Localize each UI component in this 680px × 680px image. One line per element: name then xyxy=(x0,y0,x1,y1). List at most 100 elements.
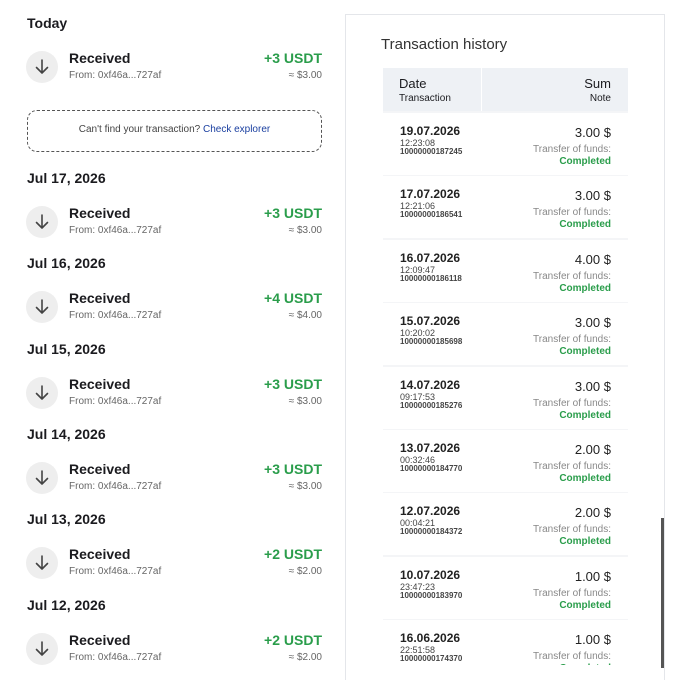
tx-icon xyxy=(26,547,58,580)
header-divider xyxy=(481,68,482,111)
explorer-link[interactable]: Check explorer xyxy=(202,124,271,135)
col-sum: Sum xyxy=(584,76,611,91)
row-note: Transfer of funds: xyxy=(533,144,611,155)
tx-fiat: ≈ $2.00 xyxy=(288,566,322,578)
tx-from: From: 0xf46a...727af xyxy=(69,651,162,663)
tx-title: Received xyxy=(69,205,131,221)
tx-fiat: ≈ $3.00 xyxy=(288,395,322,407)
date-header: Jul 13, 2026 xyxy=(27,511,106,528)
row-time: 00:04:21 xyxy=(400,518,436,529)
date-header: Jul 17, 2026 xyxy=(27,170,106,186)
tx-from: From: 0xf46a...727af xyxy=(69,566,162,578)
row-status: Completed xyxy=(559,346,611,358)
row-date: 19.07.2026 xyxy=(400,124,461,138)
row-sum: 3.00 $ xyxy=(574,188,611,204)
date-header: Jul 12, 2026 xyxy=(27,596,106,613)
tx-amount: +4 USDT xyxy=(264,290,322,307)
tx-title: Received xyxy=(69,546,131,563)
arrow-icon xyxy=(35,555,49,570)
row-id: 10000000184372 xyxy=(400,527,463,537)
tx-from: From: 0xf46a...727af xyxy=(69,480,162,492)
row-status: Completed xyxy=(559,156,611,167)
date-header: Jul 15, 2026 xyxy=(27,340,106,357)
tx-icon xyxy=(26,206,58,238)
tx-amount: +3 USDT xyxy=(264,375,322,392)
date-header: Jul 16, 2026 xyxy=(27,255,106,272)
arrow-icon xyxy=(35,384,49,400)
row-id: 10000000184770 xyxy=(400,464,463,473)
row-date: 14.07.2026 xyxy=(400,377,461,392)
history-row: 16.06.2026 22:51:58 10000000174370 1.00 $ Tr… xyxy=(383,620,628,665)
tx-amount: +2 USDT xyxy=(264,546,322,563)
tx-icon xyxy=(26,291,58,324)
row-status: Completed xyxy=(559,536,611,548)
history-row: 17.07.2026 12:21:06 10000000186541 3.00 $ Tr… xyxy=(383,176,628,239)
history-row: 13.07.2026 00:32:46 10000000184770 2.00 $ Tr… xyxy=(383,430,628,492)
table-header: Date Transaction Sum Note xyxy=(383,68,628,111)
row-id: 10000000187245 xyxy=(400,147,463,156)
row-date: 16.06.2026 xyxy=(400,631,461,646)
date-header: Today xyxy=(27,15,68,31)
row-note: Transfer of funds: xyxy=(533,524,611,536)
row-date: 10.07.2026 xyxy=(400,567,461,582)
arrow-icon xyxy=(35,59,49,74)
history-table: Date Transaction Sum Note 19.07.2026 12:2… xyxy=(383,68,628,665)
col-date: Date xyxy=(399,76,427,91)
tx-from: From: 0xf46a...727af xyxy=(69,395,162,407)
arrow-icon xyxy=(35,214,49,229)
row-status: Completed xyxy=(559,663,611,665)
row-time: 22:51:58 xyxy=(400,645,436,656)
history-row: 19.07.2026 12:23:08 10000000187245 3.00 $ Tr… xyxy=(383,113,628,175)
row-note: Transfer of funds: xyxy=(533,334,611,346)
row-time: 12:21:06 xyxy=(400,201,436,212)
tx-icon xyxy=(26,376,58,409)
tx-title: Received xyxy=(69,631,131,648)
col-sum-sub: Note xyxy=(589,93,611,104)
tx-from: From: 0xf46a...727af xyxy=(69,225,162,236)
row-id: 10000000186118 xyxy=(400,273,462,283)
row-date: 13.07.2026 xyxy=(400,441,461,455)
tx-from: From: 0xf46a...727af xyxy=(69,70,162,81)
row-sum: 1.00 $ xyxy=(574,568,611,584)
tx-amount: +3 USDT xyxy=(264,205,322,221)
tx-amount: +3 USDT xyxy=(264,50,322,66)
row-id: 10000000183970 xyxy=(400,590,463,600)
row-note: Transfer of funds: xyxy=(533,587,611,599)
history-row: 16.07.2026 12:09:47 10000000186118 4.00 $ Tr… xyxy=(383,239,628,302)
row-note: Transfer of funds: xyxy=(533,270,611,282)
explorer-text: Can't find your transaction? xyxy=(78,124,201,135)
row-sum: 2.00 $ xyxy=(574,442,611,457)
row-sum: 4.00 $ xyxy=(574,251,611,267)
tx-amount: +3 USDT xyxy=(264,460,322,477)
tx-title: Received xyxy=(69,50,131,66)
row-time: 12:09:47 xyxy=(400,264,436,275)
tx-icon xyxy=(26,51,58,83)
tx-icon xyxy=(26,461,58,494)
tx-icon xyxy=(26,632,58,665)
tx-title: Received xyxy=(69,375,131,392)
arrow-icon xyxy=(35,470,49,485)
row-status: Completed xyxy=(559,219,611,231)
history-row: 15.07.2026 10:20:02 10000000185698 3.00 $ Tr… xyxy=(383,303,628,366)
row-date: 12.07.2026 xyxy=(400,504,461,519)
row-time: 09:17:53 xyxy=(400,391,436,402)
row-sum: 3.00 $ xyxy=(574,378,611,394)
tx-amount: +2 USDT xyxy=(264,631,322,648)
explorer-box: Can't find your transaction? Check explo… xyxy=(27,110,322,152)
row-date: 17.07.2026 xyxy=(400,187,461,202)
date-header: Jul 14, 2026 xyxy=(27,425,106,442)
row-sum: 3.00 $ xyxy=(574,125,611,140)
scrollbar xyxy=(661,518,664,668)
tx-title: Received xyxy=(69,460,131,477)
row-sum: 2.00 $ xyxy=(574,505,611,521)
row-id: 10000000186541 xyxy=(400,210,463,220)
row-sum: 1.00 $ xyxy=(574,632,611,648)
row-status: Completed xyxy=(559,473,611,484)
arrow-icon xyxy=(35,640,49,656)
tx-fiat: ≈ $4.00 xyxy=(288,310,322,322)
row-status: Completed xyxy=(559,409,611,421)
row-note: Transfer of funds: xyxy=(533,461,611,472)
tx-fiat: ≈ $3.00 xyxy=(288,225,322,236)
row-time: 10:20:02 xyxy=(400,328,436,339)
